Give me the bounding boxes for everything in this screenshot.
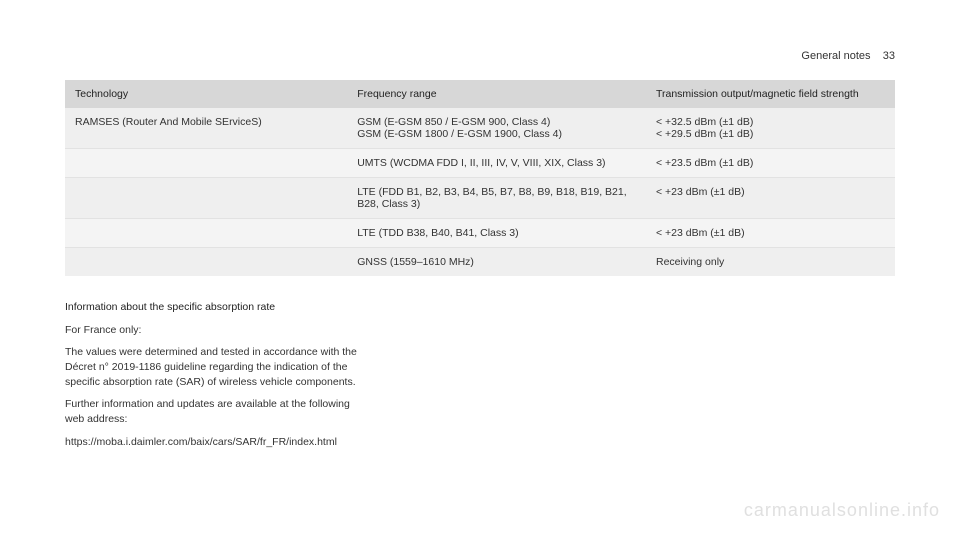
cell-tech — [65, 178, 347, 219]
cell-out: < +23.5 dBm (±1 dB) — [646, 149, 895, 178]
cell-out: Receiving only — [646, 248, 895, 277]
cell-freq: UMTS (WCDMA FDD I, II, III, IV, V, VIII,… — [347, 149, 646, 178]
page-header: General notes 33 — [65, 50, 895, 62]
cell-tech — [65, 248, 347, 277]
table-header-row: Technology Frequency range Transmission … — [65, 80, 895, 108]
cell-freq: GSM (E-GSM 850 / E-GSM 900, Class 4)GSM … — [347, 108, 646, 149]
sar-url: https://moba.i.daimler.com/baix/cars/SAR… — [65, 435, 365, 450]
col-header-technology: Technology — [65, 80, 347, 108]
table-row: RAMSES (Router And Mobile SErviceS) GSM … — [65, 108, 895, 149]
cell-tech — [65, 219, 347, 248]
cell-out: < +23 dBm (±1 dB) — [646, 219, 895, 248]
cell-tech: RAMSES (Router And Mobile SErviceS) — [65, 108, 347, 149]
page-number: 33 — [883, 50, 895, 62]
cell-out: < +32.5 dBm (±1 dB)< +29.5 dBm (±1 dB) — [646, 108, 895, 149]
col-header-output: Transmission output/magnetic field stren… — [646, 80, 895, 108]
table-row: GNSS (1559–1610 MHz) Receiving only — [65, 248, 895, 277]
spec-table: Technology Frequency range Transmission … — [65, 80, 895, 276]
sar-subhead: Information about the specific absorptio… — [65, 300, 365, 315]
cell-freq: LTE (FDD B1, B2, B3, B4, B5, B7, B8, B9,… — [347, 178, 646, 219]
table-row: UMTS (WCDMA FDD I, II, III, IV, V, VIII,… — [65, 149, 895, 178]
sar-further-info: Further information and updates are avai… — [65, 397, 365, 426]
cell-freq: GNSS (1559–1610 MHz) — [347, 248, 646, 277]
col-header-frequency: Frequency range — [347, 80, 646, 108]
cell-tech — [65, 149, 347, 178]
sar-description: The values were determined and tested in… — [65, 345, 365, 389]
table-row: LTE (TDD B38, B40, B41, Class 3) < +23 d… — [65, 219, 895, 248]
sar-country: For France only: — [65, 323, 365, 338]
watermark: carmanualsonline.info — [744, 500, 940, 521]
body-text-block: Information about the specific absorptio… — [65, 300, 365, 450]
cell-freq: LTE (TDD B38, B40, B41, Class 3) — [347, 219, 646, 248]
header-section: General notes — [801, 50, 870, 62]
cell-out: < +23 dBm (±1 dB) — [646, 178, 895, 219]
table-row: LTE (FDD B1, B2, B3, B4, B5, B7, B8, B9,… — [65, 178, 895, 219]
